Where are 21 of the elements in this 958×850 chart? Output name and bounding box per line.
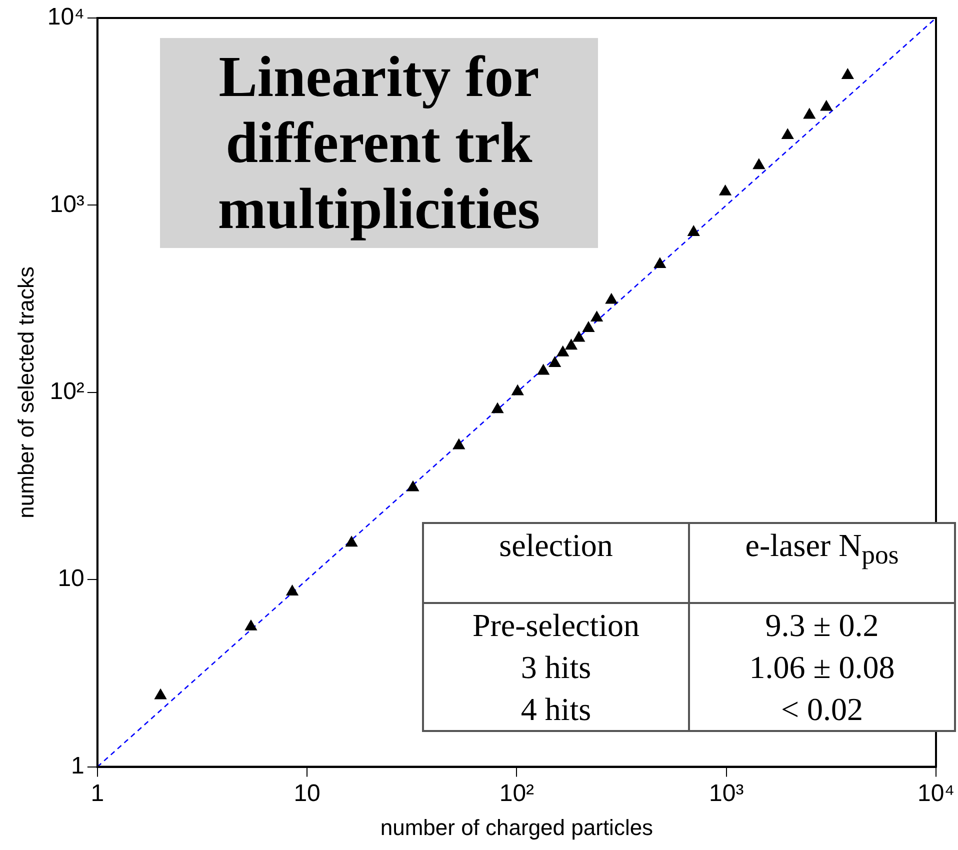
annotation: Pre-selection xyxy=(471,606,641,645)
text: Linearity for different trk multiplicities xyxy=(160,38,598,248)
x-tick-label: 10⁴ xyxy=(917,780,955,807)
annotation: 9.3 ± 0.2 xyxy=(689,603,955,646)
x-tick-label: 1 xyxy=(90,780,104,807)
annotation: < 0.02 xyxy=(689,688,955,731)
annotation: 4 hits xyxy=(520,690,592,729)
x-axis-title: number of charged particles xyxy=(380,814,654,840)
y-axis-title: number of selected tracks xyxy=(13,266,38,518)
x-tick-label: 10² xyxy=(499,780,534,807)
y-tick-label: 10³ xyxy=(50,190,84,218)
annotation: 3 hits xyxy=(520,648,592,687)
annotation: 1.06 ± 0.08 xyxy=(689,646,955,688)
y-tick-label: 10 xyxy=(58,565,84,592)
y-tick-label: 10⁴ xyxy=(47,4,84,31)
x-tick-label: 10 xyxy=(294,780,320,807)
annotation: e-laser N$_{pos}$ xyxy=(689,523,955,603)
annotation: selection xyxy=(423,523,689,603)
y-tick-label: 1 xyxy=(71,752,84,780)
x-tick-label: 10³ xyxy=(709,780,744,807)
y-tick-label: 10² xyxy=(50,378,84,406)
